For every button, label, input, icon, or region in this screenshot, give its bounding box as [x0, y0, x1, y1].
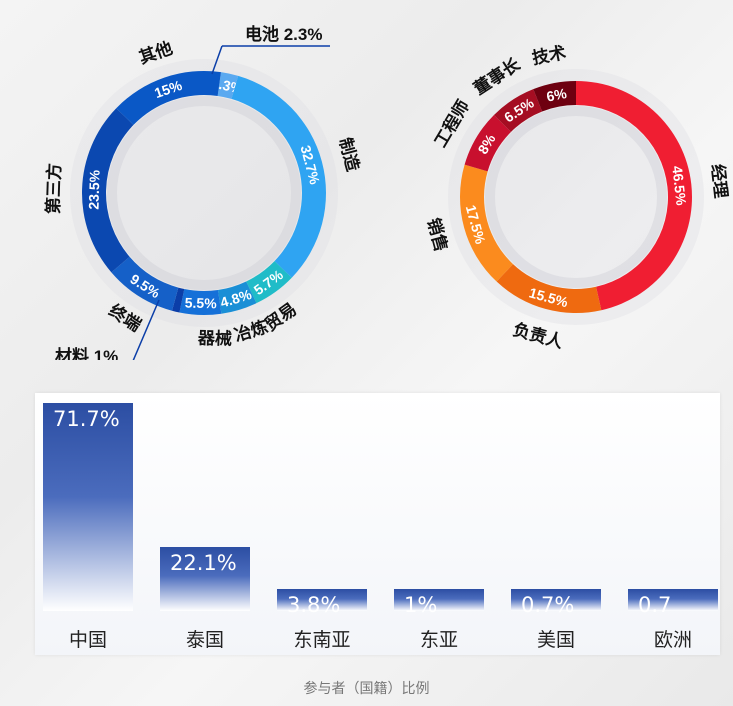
- bar-value-label-5: 0.7: [638, 593, 672, 617]
- bar-category-label-2: 东南亚: [293, 630, 351, 651]
- bar-3: 1%: [394, 589, 484, 617]
- donut-slice-0: [217, 72, 239, 99]
- donut-slice-1: [496, 264, 602, 313]
- donut-category-label-1: 制造: [335, 135, 363, 174]
- bar-1: 22.1%: [160, 546, 250, 611]
- donut-category-label-1: 负责人: [511, 319, 566, 352]
- bar-value-label-4: 0.7%: [521, 593, 575, 617]
- donut-slice-4: [179, 288, 222, 315]
- donut-slice-6: [111, 256, 179, 311]
- bar-category-label-1: 泰国: [185, 630, 224, 651]
- callout-material: 材料 1%: [55, 346, 118, 360]
- donut-value-label-0: 46.5%: [669, 165, 689, 207]
- donut-halo: [448, 69, 704, 325]
- donut-halo: [70, 59, 338, 327]
- donut-charts: 2.3%32.7% 制造5.7%贸易4.8%冶炼5.5%器械9.5%终端23.5%…: [43, 24, 731, 360]
- donut-category-label-7: 第三方: [43, 163, 65, 215]
- chart-caption: 参与者（国籍）比例: [303, 680, 430, 696]
- donut-category-label-0: 经理: [708, 163, 732, 199]
- bar-category-label-0: 中国: [68, 630, 107, 651]
- bar-0: 71.7%: [43, 403, 133, 611]
- donut-slice-4: [493, 89, 543, 132]
- callout-line-battery: [211, 45, 223, 75]
- bar-2: 3.8%: [277, 589, 367, 617]
- donut-slice-5: [172, 287, 185, 313]
- industry-donut: 2.3%32.7% 制造5.7%贸易4.8%冶炼5.5%器械9.5%终端23.5%…: [43, 38, 364, 349]
- callout-line-material: [132, 299, 160, 360]
- donut-inner-halo: [107, 96, 301, 290]
- bar-5: 0.7: [628, 589, 718, 617]
- callout-battery: 电池 2.3%: [245, 24, 322, 44]
- donut-slice-5: [533, 81, 576, 112]
- donut-value-label-5: 6%: [545, 85, 568, 105]
- donut-slice-7: [82, 108, 134, 273]
- donut-slice-3: [217, 281, 257, 314]
- bar-category-label-4: 美国: [536, 630, 575, 651]
- bar-value-label-3: 1%: [404, 593, 438, 617]
- bar-category-label-3: 东亚: [419, 630, 458, 651]
- donut-value-label-4: 5.5%: [185, 294, 218, 311]
- donut-inner-halo: [485, 106, 667, 288]
- donut-category-label-8: 其他: [136, 38, 175, 68]
- donut-category-label-5: 技术: [530, 42, 567, 68]
- donut-slice-1: [231, 75, 326, 278]
- bar-value-label-1: 22.1%: [170, 550, 237, 575]
- donut-slice-0: [576, 81, 692, 311]
- donut-category-label-2: 销售: [423, 216, 451, 254]
- donut-value-label-7: 23.5%: [85, 169, 102, 210]
- donut-slice-2: [246, 261, 292, 304]
- bar-value-label-0: 71.7%: [53, 407, 120, 431]
- donut-slice-3: [464, 114, 511, 172]
- donut-slice-2: [460, 164, 514, 282]
- nationality-bar-chart: 71.7% 中国 22.1% 泰国 3.8% 东南亚 1% 东亚 0.7% 美国 0.7 欧洲: [35, 393, 720, 655]
- bar-category-label-5: 欧洲: [653, 630, 692, 651]
- donut-slice-8: [116, 71, 221, 125]
- bar-value-label-2: 3.8%: [287, 593, 341, 617]
- bar-4: 0.7%: [511, 589, 601, 617]
- donut-category-label-4: 器械: [197, 328, 233, 349]
